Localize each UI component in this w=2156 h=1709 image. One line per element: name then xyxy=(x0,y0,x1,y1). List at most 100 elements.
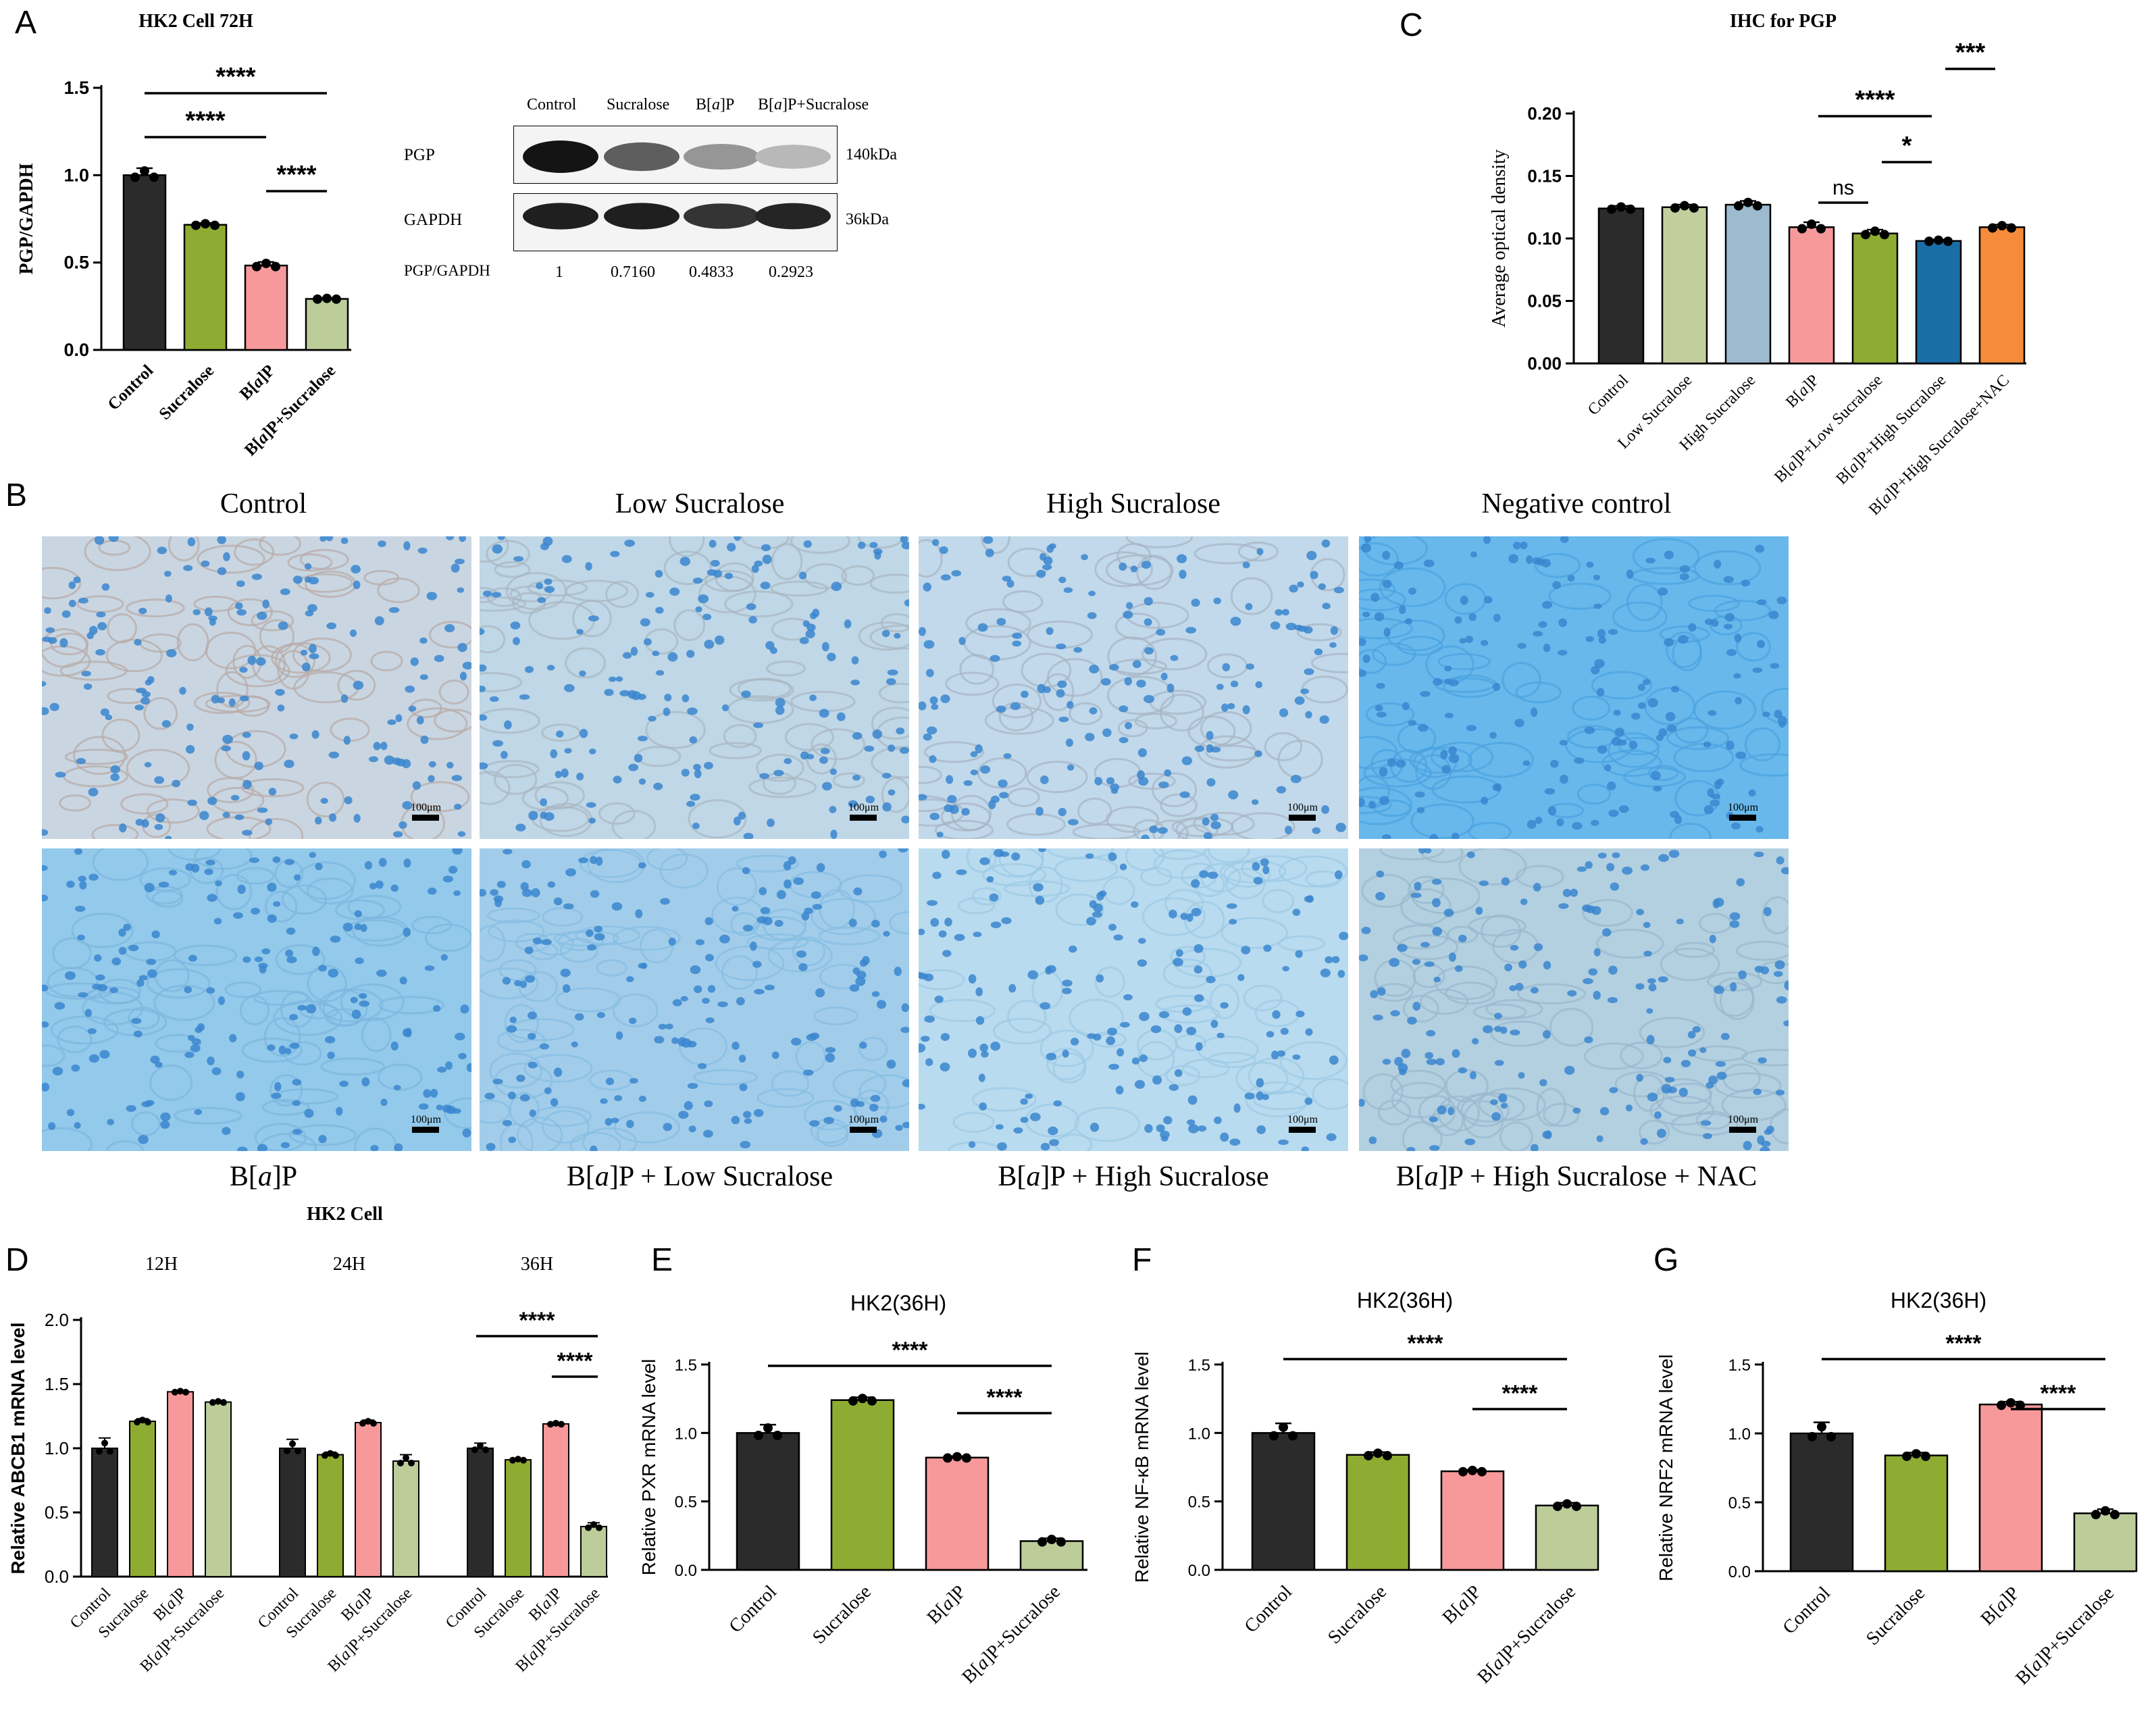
tubule-outline xyxy=(269,1074,303,1107)
nucleus xyxy=(292,1079,302,1086)
nucleus xyxy=(1376,870,1385,878)
nucleus xyxy=(1444,678,1452,685)
nucleus xyxy=(1194,994,1204,1002)
nucleus xyxy=(802,620,810,628)
nucleus xyxy=(1038,848,1046,852)
nucleus xyxy=(1186,913,1194,922)
tubule-outline xyxy=(265,890,298,923)
nucleus xyxy=(284,859,294,865)
nucleus xyxy=(1158,1011,1170,1019)
nucleus xyxy=(921,1036,930,1042)
nucleus xyxy=(888,744,896,752)
nucleus xyxy=(393,1085,401,1091)
nucleus xyxy=(1618,805,1629,813)
nucleus xyxy=(1458,934,1467,943)
y-axis-label: PGP/GAPDH xyxy=(16,163,37,274)
tubule-outline xyxy=(205,694,271,713)
nucleus xyxy=(265,818,273,825)
bar xyxy=(2073,1512,2138,1573)
nucleus xyxy=(502,977,511,985)
nucleus xyxy=(402,800,413,810)
nucleus xyxy=(1518,1072,1525,1079)
nucleus xyxy=(1096,974,1104,983)
nucleus xyxy=(1591,665,1600,675)
tubule-outline xyxy=(613,925,681,951)
nucleus xyxy=(1435,1058,1445,1066)
nucleus xyxy=(919,1043,926,1053)
nucleus xyxy=(1535,817,1543,824)
nucleus xyxy=(222,811,230,819)
nucleus xyxy=(1459,638,1467,644)
tubule-outline xyxy=(193,691,251,715)
nucleus xyxy=(715,635,725,645)
nucleus xyxy=(588,817,596,824)
nucleus xyxy=(1144,646,1154,655)
ihc-label-bottom: B[a]P + High Sucralose + NAC xyxy=(1395,1161,1757,1192)
nucleus xyxy=(419,637,428,644)
nucleus xyxy=(1501,877,1510,886)
nucleus xyxy=(744,1118,752,1124)
nucleus xyxy=(1381,834,1391,839)
nucleus xyxy=(489,696,499,703)
nucleus xyxy=(958,636,966,645)
nucleus xyxy=(1139,1011,1150,1021)
nucleus xyxy=(887,669,898,675)
blot-ratio-value: 1 xyxy=(555,263,563,281)
tubule-outline xyxy=(1468,821,1512,839)
nucleus xyxy=(805,630,815,639)
nucleus xyxy=(1558,650,1568,656)
nucleus xyxy=(1729,920,1740,928)
nucleus xyxy=(1658,854,1670,862)
nucleus xyxy=(926,726,938,735)
nucleus xyxy=(613,775,622,784)
nucleus xyxy=(1136,680,1146,688)
nucleus xyxy=(1494,1013,1502,1019)
nucleus xyxy=(1131,901,1139,908)
nucleus xyxy=(1735,751,1747,759)
nucleus xyxy=(95,974,105,981)
nucleus xyxy=(235,1092,245,1102)
tubule-outline xyxy=(194,848,253,870)
tubule-outline xyxy=(296,861,356,900)
nucleus xyxy=(1297,581,1304,588)
nucleus xyxy=(1305,711,1312,719)
nucleus xyxy=(686,650,695,658)
nucleus xyxy=(820,748,830,755)
nucleus xyxy=(1570,888,1578,897)
tubule-outline xyxy=(334,899,386,921)
nucleus xyxy=(809,612,817,619)
nucleus xyxy=(1402,702,1410,711)
nucleus xyxy=(1158,781,1169,788)
tubule-outline xyxy=(1170,946,1206,968)
bar xyxy=(167,1391,194,1577)
nucleus xyxy=(1207,871,1218,879)
tubule-outline xyxy=(168,848,222,861)
nucleus xyxy=(1011,852,1021,861)
nucleus xyxy=(682,694,690,703)
nucleus xyxy=(732,906,739,912)
tubule-outline xyxy=(1047,658,1103,697)
nucleus xyxy=(1094,777,1103,786)
nucleus xyxy=(314,816,322,825)
nucleus xyxy=(561,555,572,563)
blot-ratio-value: 0.7160 xyxy=(611,263,655,281)
nucleus xyxy=(704,640,715,649)
nucleus xyxy=(353,680,364,690)
nucleus xyxy=(507,1092,516,1100)
nucleus xyxy=(1295,1011,1305,1018)
nucleus xyxy=(1214,1116,1222,1125)
nucleus xyxy=(1433,976,1441,983)
nucleus xyxy=(698,594,709,604)
data-point xyxy=(313,294,322,304)
panel-letter-g: G xyxy=(1653,1242,1679,1278)
nucleus xyxy=(213,917,222,925)
nucleus xyxy=(145,1100,155,1106)
nucleus xyxy=(1188,1124,1199,1133)
nucleus xyxy=(844,619,852,629)
tubule-outline xyxy=(444,1097,471,1129)
nucleus xyxy=(702,998,710,1004)
data-point xyxy=(1689,203,1699,213)
tubule-outline xyxy=(1762,896,1789,935)
data-point xyxy=(145,1419,151,1426)
nucleus xyxy=(1222,663,1231,671)
